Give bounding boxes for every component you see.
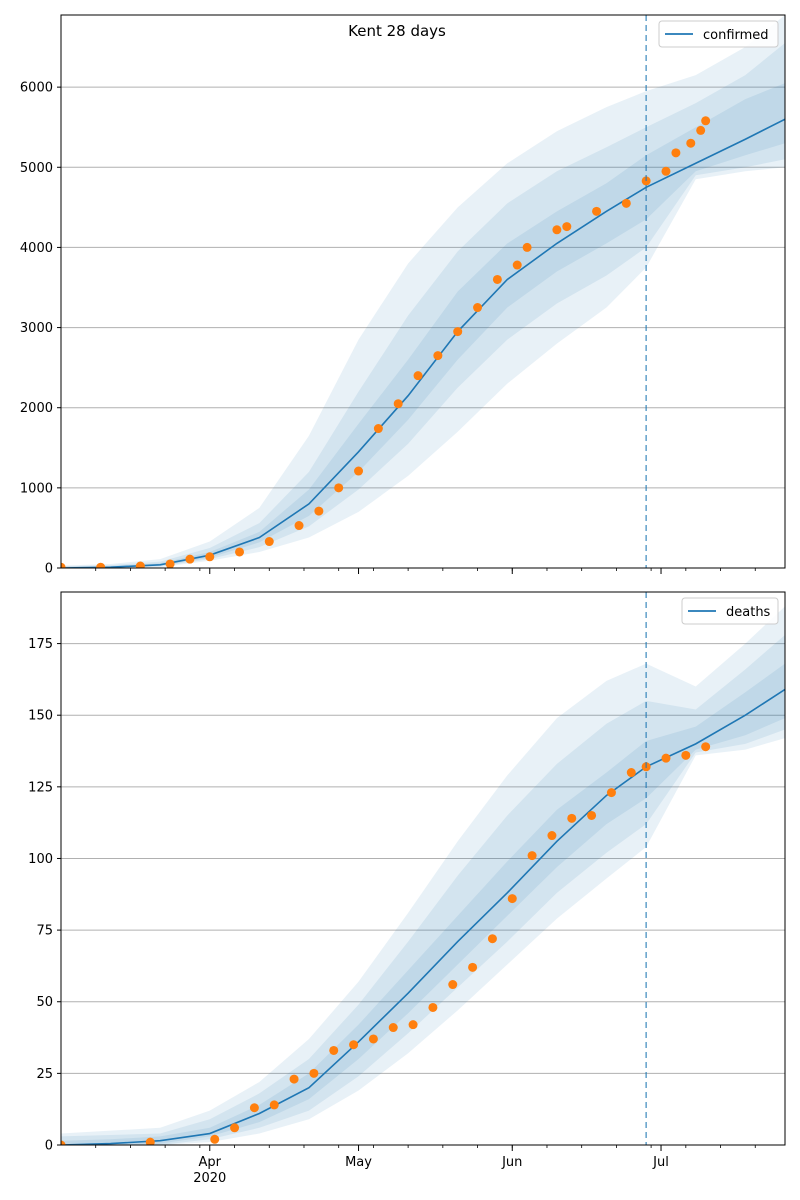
chart-1-y-tick-label: 0	[45, 562, 53, 577]
chart-1-y-tick-label: 5000	[20, 161, 53, 176]
chart-1-y-tick-label: 6000	[20, 81, 53, 96]
chart-1-observed-point	[552, 225, 562, 235]
chart-1-observed-point	[413, 371, 423, 381]
chart-2-observed-point	[626, 768, 636, 778]
chart-1-y-tick-label: 4000	[20, 241, 53, 256]
chart-2-x-tick-label: Apr	[199, 1155, 222, 1170]
figure-title: Kent 28 days	[348, 22, 446, 40]
chart-1-observed-point	[433, 351, 443, 361]
chart-2-x-tick-sublabel: 2020	[193, 1171, 226, 1186]
chart-2-observed-point	[368, 1034, 378, 1044]
chart-2-uncertainty-band	[61, 634, 785, 1145]
chart-2-observed-point	[269, 1100, 279, 1110]
chart-1-observed-point	[512, 260, 522, 270]
chart-1-observed-point	[354, 466, 364, 476]
chart-1-observed-point	[294, 521, 304, 531]
chart-2-observed-point	[408, 1020, 418, 1030]
chart-1-observed-point	[562, 222, 572, 232]
chart-1-model-median-line	[61, 118, 785, 568]
chart-1-observed-point	[185, 554, 195, 564]
chart-1-observed-point	[264, 537, 274, 547]
chart-1-legend-label: confirmed	[703, 28, 769, 43]
chart-1-observed-point	[314, 506, 324, 516]
chart-2-observed-point	[547, 831, 557, 841]
chart-1-observed-point	[393, 399, 403, 409]
chart-1-y-tick-label: 3000	[20, 321, 53, 336]
chart-1-observed-point	[522, 242, 532, 252]
chart-2-observed-point	[567, 813, 577, 823]
chart-2-legend-label: deaths	[726, 605, 771, 620]
chart-2-observed-point	[388, 1023, 398, 1033]
chart-2-observed-point	[507, 894, 517, 904]
chart-2-observed-point	[230, 1123, 240, 1133]
chart-1-legend-box	[658, 20, 779, 48]
chart-2-model-median-line	[61, 688, 785, 1145]
chart-2-legend-box	[681, 597, 779, 625]
chart-2-observed-point	[661, 753, 671, 763]
chart-1-uncertainty-band	[61, 43, 785, 568]
chart-2-y-tick-label: 50	[36, 995, 53, 1010]
chart-2-y-tick-label: 25	[36, 1067, 53, 1082]
chart-2-observed-point	[349, 1040, 359, 1050]
chart-1-observed-point	[696, 125, 706, 135]
chart-2-y-tick-label: 75	[36, 924, 53, 939]
chart-1-observed-point	[453, 327, 463, 337]
chart-2-observed-point	[448, 980, 458, 990]
chart-1-observed-point	[61, 562, 66, 568]
chart-2-axes-frame	[60, 591, 786, 1146]
chart-1-observed-point	[373, 424, 383, 434]
chart-2-observed-point	[606, 788, 616, 798]
chart-2-observed-point	[587, 810, 597, 820]
chart-2-uncertainty-band	[61, 663, 785, 1145]
chart-1-y-tick-label: 1000	[20, 481, 53, 496]
chart-1-observed-point	[621, 198, 631, 208]
chart-1-plot-area	[61, 15, 785, 568]
chart-1-axes-frame	[60, 14, 786, 569]
chart-2-observed-point	[468, 962, 478, 972]
chart-2-observed-point	[145, 1137, 155, 1145]
chart-2-x-tick-label: Jun	[501, 1155, 522, 1170]
chart-1-observed-point	[334, 483, 344, 493]
chart-1-uncertainty-band	[61, 83, 785, 568]
chart-2-observed-point	[701, 742, 711, 752]
chart-1-observed-point	[96, 562, 106, 568]
chart-1-observed-point	[661, 166, 671, 176]
chart-1-observed-point	[671, 148, 681, 158]
chart-2-observed-point	[210, 1134, 220, 1144]
chart-2-observed-point	[289, 1074, 299, 1084]
chart-2-observed-point	[61, 1140, 66, 1145]
chart-2-x-tick-label: May	[345, 1155, 372, 1170]
chart-2-observed-point	[249, 1103, 259, 1113]
chart-2-x-tick-label: Jul	[652, 1155, 669, 1170]
chart-1-observed-point	[165, 559, 175, 568]
chart-2-observed-point	[487, 934, 497, 944]
chart-1-observed-point	[205, 552, 215, 562]
chart-2-y-tick-label: 175	[28, 637, 53, 652]
chart-2-y-tick-label: 125	[28, 780, 53, 795]
chart-2-observed-point	[681, 750, 691, 760]
chart-1-observed-point	[135, 561, 145, 568]
chart-1-observed-point	[235, 547, 245, 557]
chart-2-observed-point	[309, 1068, 319, 1078]
chart-2-y-tick-label: 150	[28, 709, 53, 724]
chart-2-observed-point	[428, 1002, 438, 1012]
chart-1-observed-point	[492, 274, 502, 284]
chart-1-observed-point	[686, 138, 696, 148]
chart-2-y-tick-label: 0	[45, 1139, 53, 1154]
chart-1-y-tick-label: 2000	[20, 401, 53, 416]
chart-2-observed-point	[329, 1045, 339, 1055]
chart-2-uncertainty-band	[61, 606, 785, 1145]
chart-2-observed-point	[527, 851, 537, 861]
chart-1-observed-point	[592, 206, 602, 216]
chart-1-observed-point	[473, 303, 483, 313]
chart-2-y-tick-label: 100	[28, 852, 53, 867]
chart-2-plot-area	[61, 606, 785, 1145]
confirmed-panel: 0 1000 2000 3000 4000 5000 6000 confirmed	[20, 14, 786, 577]
chart-1-uncertainty-band	[61, 15, 785, 568]
chart-1-observed-point	[701, 116, 711, 126]
